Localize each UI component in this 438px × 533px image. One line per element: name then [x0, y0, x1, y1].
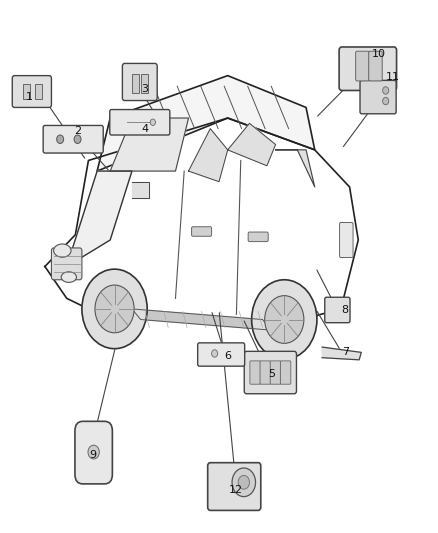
FancyBboxPatch shape	[75, 421, 113, 484]
Circle shape	[88, 445, 99, 459]
FancyBboxPatch shape	[191, 227, 212, 236]
Circle shape	[82, 269, 147, 349]
Circle shape	[150, 119, 155, 125]
Polygon shape	[188, 128, 228, 182]
FancyBboxPatch shape	[43, 125, 103, 153]
FancyBboxPatch shape	[208, 463, 261, 511]
Circle shape	[252, 280, 317, 359]
Text: 1: 1	[26, 92, 33, 102]
FancyBboxPatch shape	[198, 343, 245, 366]
Polygon shape	[322, 347, 361, 360]
Circle shape	[212, 350, 218, 357]
Text: 8: 8	[342, 305, 349, 315]
Text: 3: 3	[141, 84, 148, 94]
FancyBboxPatch shape	[280, 361, 291, 384]
FancyBboxPatch shape	[325, 297, 350, 322]
FancyBboxPatch shape	[122, 63, 157, 101]
Ellipse shape	[61, 272, 77, 282]
Polygon shape	[97, 76, 315, 171]
Bar	[23, 84, 30, 100]
FancyBboxPatch shape	[270, 361, 281, 384]
Polygon shape	[132, 182, 149, 198]
Bar	[35, 84, 42, 100]
Polygon shape	[228, 123, 276, 166]
Circle shape	[383, 98, 389, 105]
FancyBboxPatch shape	[260, 361, 271, 384]
Text: 6: 6	[224, 351, 231, 361]
Circle shape	[57, 135, 64, 143]
Bar	[141, 74, 148, 93]
Polygon shape	[276, 150, 315, 187]
Circle shape	[265, 296, 304, 343]
Circle shape	[232, 468, 255, 497]
Text: 5: 5	[268, 369, 275, 378]
FancyBboxPatch shape	[244, 351, 297, 394]
FancyBboxPatch shape	[51, 248, 82, 280]
FancyBboxPatch shape	[369, 51, 382, 81]
Circle shape	[238, 475, 250, 489]
Circle shape	[383, 87, 389, 94]
Text: 2: 2	[74, 126, 81, 136]
FancyBboxPatch shape	[12, 76, 51, 108]
FancyBboxPatch shape	[339, 222, 353, 257]
Text: 11: 11	[386, 71, 400, 82]
Polygon shape	[67, 171, 132, 266]
Polygon shape	[110, 118, 188, 171]
FancyBboxPatch shape	[356, 51, 369, 81]
Text: 9: 9	[89, 450, 96, 460]
FancyBboxPatch shape	[248, 232, 268, 241]
FancyBboxPatch shape	[250, 361, 260, 384]
Text: 4: 4	[141, 124, 148, 134]
Text: 10: 10	[372, 50, 386, 59]
FancyBboxPatch shape	[110, 110, 170, 135]
Text: 7: 7	[342, 348, 349, 358]
Polygon shape	[132, 309, 271, 330]
Text: 12: 12	[229, 485, 243, 495]
FancyBboxPatch shape	[360, 80, 396, 114]
Bar	[132, 74, 139, 93]
Circle shape	[74, 135, 81, 143]
Polygon shape	[45, 118, 358, 330]
FancyBboxPatch shape	[339, 47, 396, 91]
Circle shape	[95, 285, 134, 333]
Ellipse shape	[53, 244, 71, 257]
